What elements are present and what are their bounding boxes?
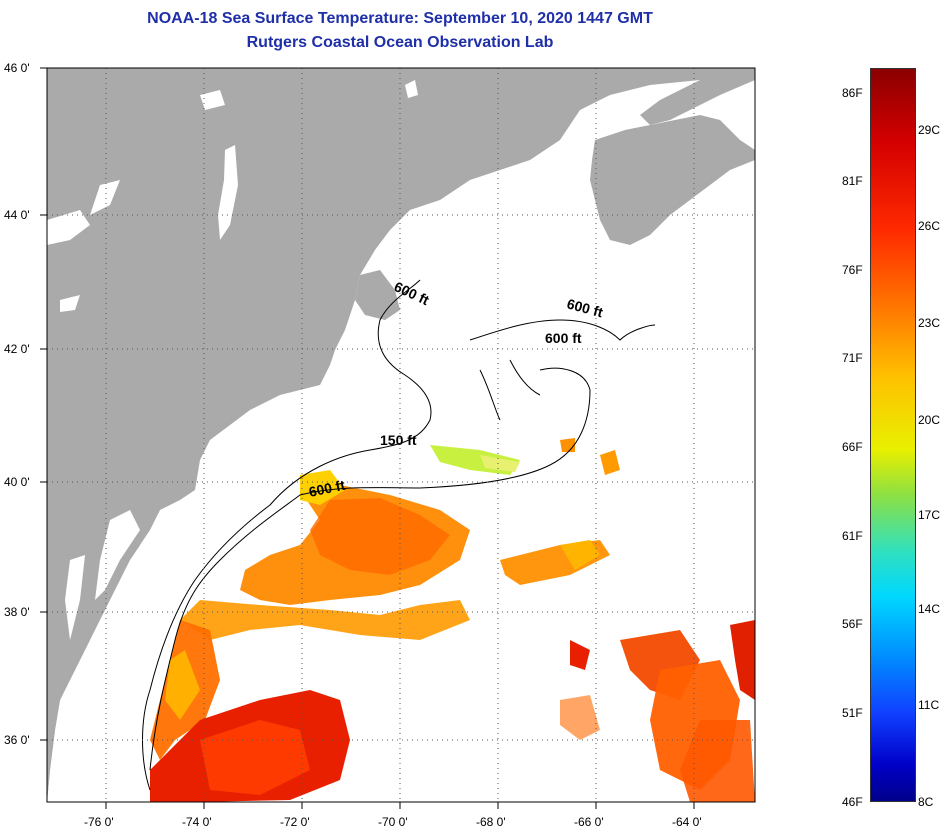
colorbar-c-label: 14C: [918, 602, 941, 616]
colorbar-c-label: 29C: [918, 123, 941, 137]
temperature-colorbar: [870, 68, 916, 802]
depth-label: 600 ft: [545, 330, 582, 346]
colorbar-f-label: 86F: [842, 86, 863, 100]
title-line-2: Rutgers Coastal Ocean Observation Lab: [246, 34, 554, 51]
colorbar-f-label: 61F: [842, 529, 863, 543]
lon-label: -66 0': [574, 815, 604, 829]
map-frame: [46, 67, 756, 803]
lon-label: -72 0': [280, 815, 310, 829]
lat-label: 36 0': [4, 733, 30, 747]
depth-label: 600 ft: [307, 477, 346, 500]
colorbar-c-label: 26C: [918, 219, 941, 233]
colorbar-c-label: 17C: [918, 508, 941, 522]
lon-label: -68 0': [476, 815, 506, 829]
colorbar-c-label: 23C: [918, 316, 941, 330]
graticule: [47, 68, 755, 802]
longitude-labels: -76 0' -74 0' -72 0' -70 0' -68 0' -66 0…: [84, 815, 702, 829]
depth-label: 150 ft: [380, 432, 417, 448]
lon-label: -64 0': [672, 815, 702, 829]
colorbar-c-label: 11C: [918, 698, 940, 712]
colorbar-c-label: 8C: [918, 795, 934, 809]
lon-label: -76 0': [84, 815, 114, 829]
colorbar-f-label: 76F: [842, 263, 863, 277]
lat-label: 46 0': [4, 61, 30, 75]
lat-label: 42 0': [4, 342, 30, 356]
title-line-1: NOAA-18 Sea Surface Temperature: Septemb…: [147, 10, 653, 27]
colorbar-f-label: 66F: [842, 440, 863, 454]
colorbar-f-label: 51F: [842, 706, 863, 720]
lon-label: -74 0': [182, 815, 212, 829]
tick-marks: [40, 67, 695, 809]
inland-water: [47, 80, 418, 640]
latitude-labels: 46 0' 44 0' 42 0' 40 0' 38 0' 36 0': [4, 61, 30, 747]
land-layer: [47, 68, 755, 802]
colorbar-f-label: 81F: [842, 174, 863, 188]
colorbar-c-label: 20C: [918, 413, 941, 427]
bathymetry-contours: [142, 279, 656, 791]
lat-label: 38 0': [4, 605, 30, 619]
lat-label: 40 0': [4, 475, 30, 489]
sst-data-layer: [150, 438, 755, 802]
colorbar-f-label: 56F: [842, 617, 863, 631]
colorbar-f-label: 71F: [842, 351, 863, 365]
lat-label: 44 0': [4, 208, 30, 222]
lon-label: -70 0': [378, 815, 408, 829]
colorbar-f-label: 46F: [842, 795, 863, 809]
